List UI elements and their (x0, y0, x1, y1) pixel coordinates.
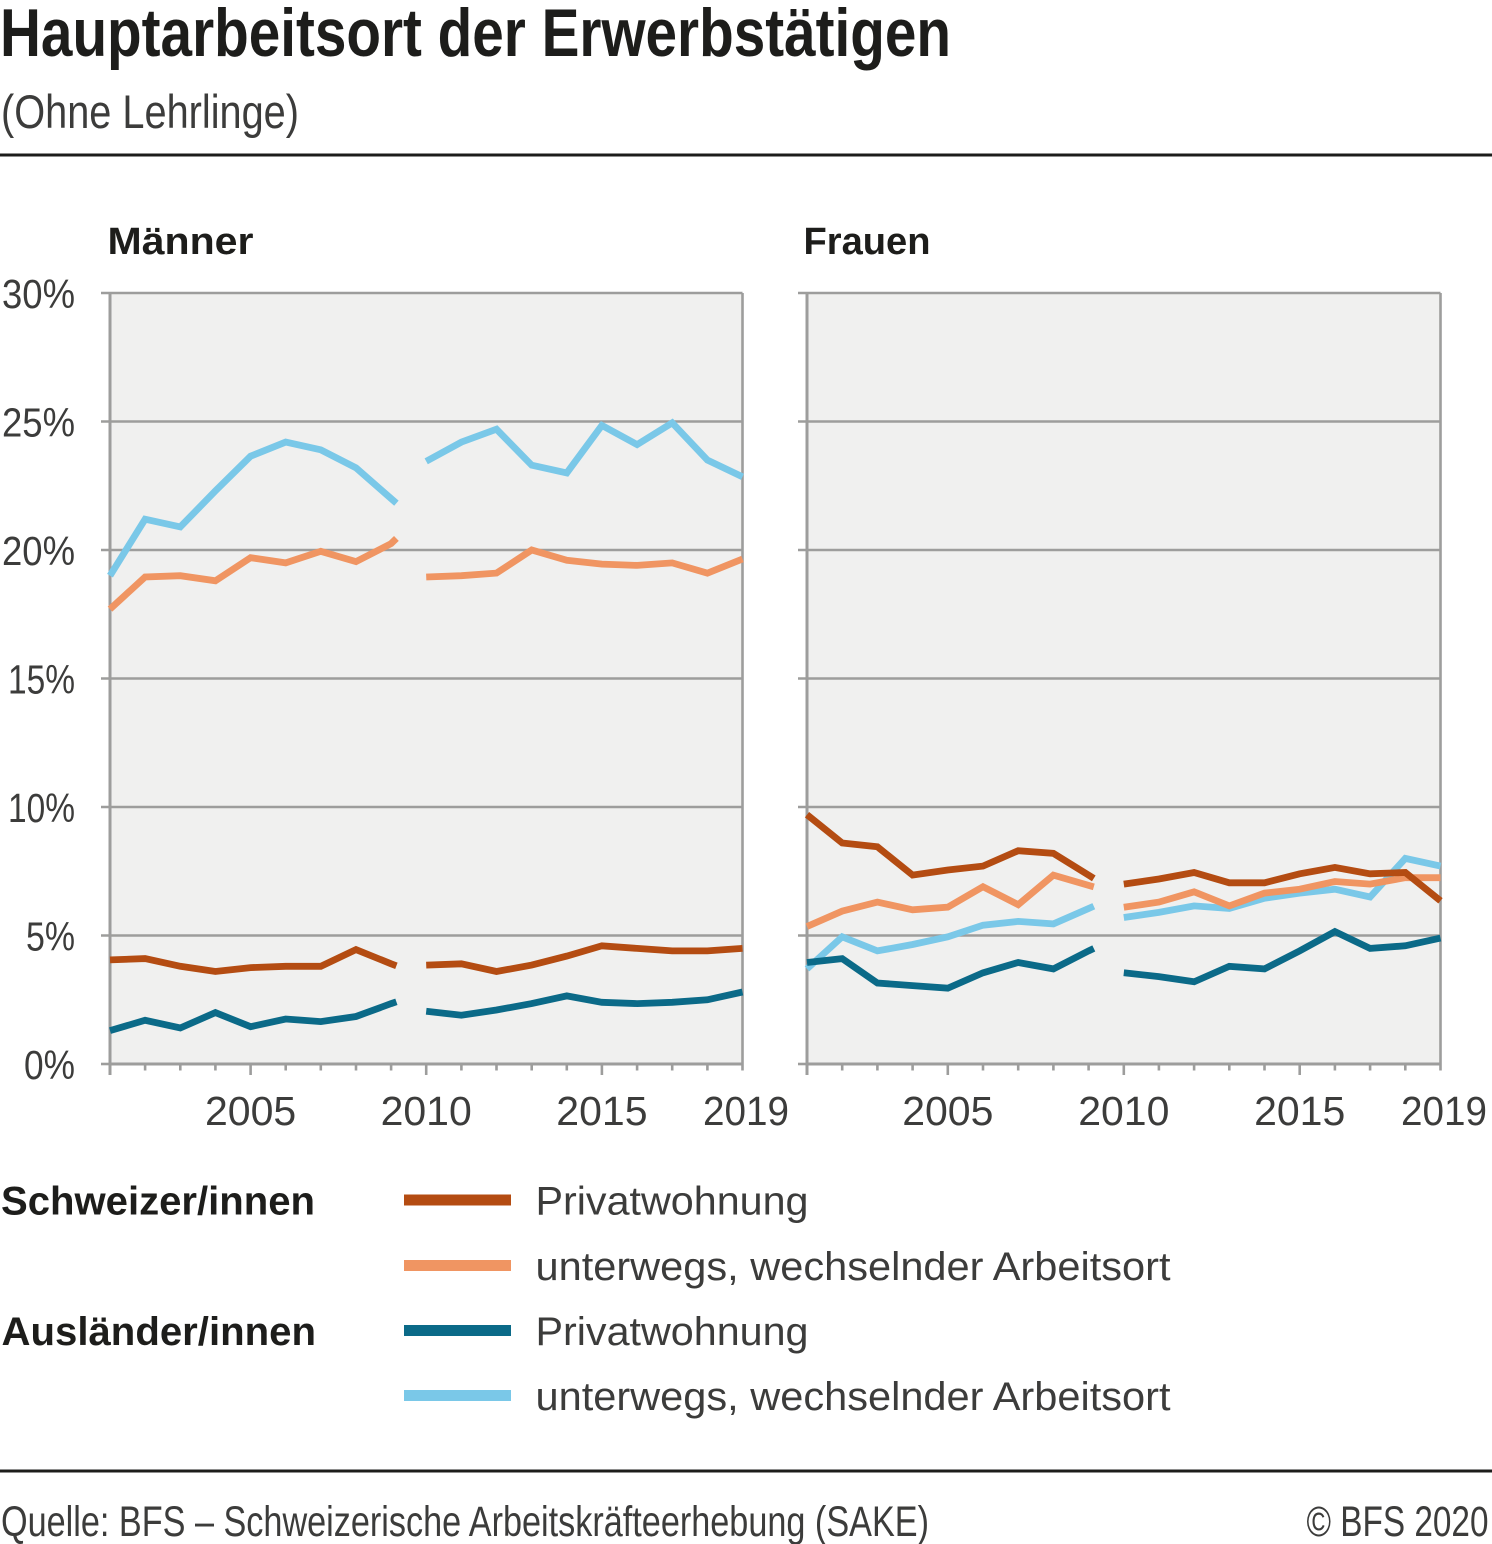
svg-text:2005: 2005 (902, 1088, 993, 1134)
svg-text:Ausländer/innen: Ausländer/innen (2, 1310, 317, 1354)
svg-text:2010: 2010 (381, 1088, 472, 1134)
svg-text:0%: 0% (24, 1042, 75, 1088)
svg-text:Hauptarbeitsort der Erwerbstät: Hauptarbeitsort der Erwerbstätigen (0, 0, 951, 71)
svg-text:15%: 15% (8, 657, 75, 703)
svg-text:2010: 2010 (1078, 1088, 1169, 1134)
svg-text:Quelle: BFS – Schweizerische A: Quelle: BFS – Schweizerische Arbeitskräf… (1, 1498, 929, 1544)
svg-text:Männer: Männer (108, 221, 254, 263)
svg-text:2019: 2019 (703, 1088, 789, 1134)
svg-text:2015: 2015 (556, 1088, 647, 1134)
svg-text:2019: 2019 (1401, 1088, 1487, 1134)
svg-text:2015: 2015 (1254, 1088, 1345, 1134)
svg-text:Schweizer/innen: Schweizer/innen (1, 1180, 315, 1224)
svg-text:Privatwohnung: Privatwohnung (536, 1310, 809, 1354)
svg-text:5%: 5% (26, 914, 75, 960)
svg-text:unterwegs, wechselnder Arbeits: unterwegs, wechselnder Arbeitsort (536, 1245, 1171, 1289)
svg-text:Frauen: Frauen (804, 221, 931, 263)
svg-text:unterwegs, wechselnder Arbeits: unterwegs, wechselnder Arbeitsort (536, 1375, 1171, 1419)
svg-text:30%: 30% (2, 271, 75, 317)
svg-text:20%: 20% (2, 528, 75, 574)
svg-text:25%: 25% (2, 400, 75, 446)
svg-text:10%: 10% (8, 785, 75, 831)
svg-text:(Ohne Lehrlinge): (Ohne Lehrlinge) (1, 85, 299, 138)
svg-text:© BFS 2020: © BFS 2020 (1307, 1498, 1489, 1544)
svg-text:Privatwohnung: Privatwohnung (536, 1180, 809, 1224)
svg-text:2005: 2005 (205, 1088, 296, 1134)
